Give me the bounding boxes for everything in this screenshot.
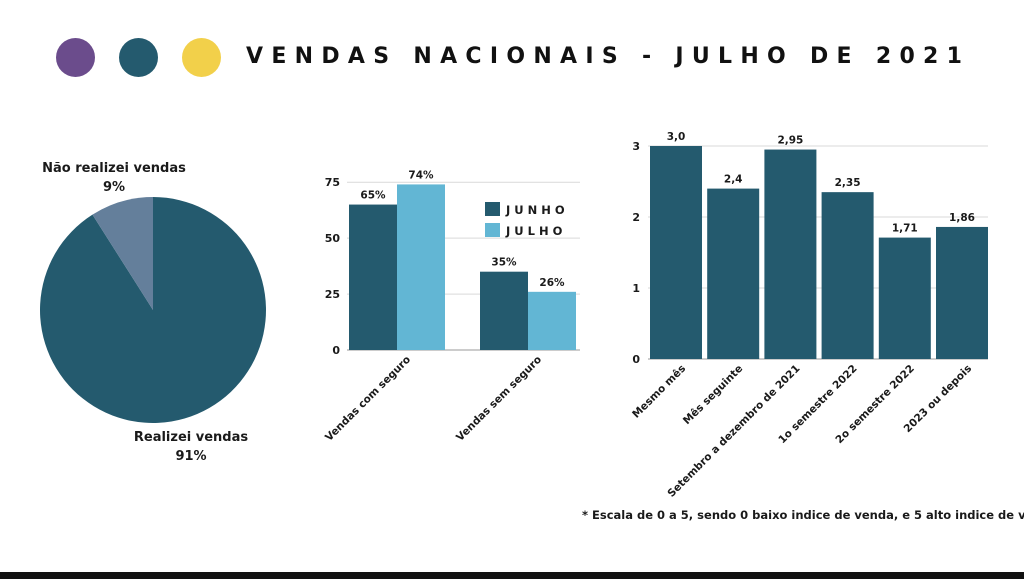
bar-junho-0	[349, 204, 397, 350]
bar	[878, 237, 931, 359]
footnote: * Escala de 0 a 5, sendo 0 baixo indice …	[582, 508, 1024, 522]
legend-swatch-julho	[485, 223, 500, 237]
data-label: 2,95	[777, 135, 803, 147]
y-tick-label: 1	[632, 282, 640, 295]
bottom-divider	[0, 572, 1024, 579]
teal-dot-icon	[119, 38, 158, 77]
data-label: 74%	[408, 169, 434, 181]
legend-label-junho: JUNHO	[505, 203, 569, 217]
y-tick-label: 0	[332, 344, 340, 357]
data-label: 26%	[539, 277, 565, 289]
y-tick-label: 0	[632, 353, 640, 366]
bar	[936, 226, 988, 359]
y-tick-label: 25	[325, 288, 340, 301]
bar	[650, 146, 702, 359]
y-tick-label: 75	[325, 176, 340, 189]
pie-label-nao-realizei: Não realizei vendas	[42, 161, 186, 176]
y-tick-label: 50	[325, 232, 341, 245]
legend-swatch-junho	[485, 202, 500, 216]
data-label: 1,86	[949, 212, 975, 224]
legend-label-julho: JULHO	[505, 224, 566, 238]
x-tick-label: Vendas com seguro	[323, 354, 413, 444]
pie-slice-nao-realizei	[92, 197, 153, 310]
pie-label-realizei: Realizei vendas	[134, 430, 249, 445]
bar	[707, 188, 760, 359]
data-label: 3,0	[667, 131, 686, 143]
bar-julho-0	[397, 184, 445, 350]
bar-junho-1	[480, 271, 528, 350]
pie-value-realizei: 91%	[175, 449, 206, 464]
bar	[764, 149, 817, 359]
bar	[821, 192, 874, 359]
purple-dot-icon	[56, 38, 95, 77]
y-tick-label: 2	[632, 211, 640, 224]
data-label: 65%	[360, 190, 386, 202]
y-tick-label: 3	[632, 140, 640, 153]
data-label: 2,35	[835, 177, 861, 189]
yellow-dot-icon	[182, 38, 221, 77]
data-label: 35%	[491, 257, 517, 269]
data-label: 1,71	[892, 223, 918, 235]
pie-value-nao-realizei: 9%	[103, 180, 125, 195]
data-label: 2,4	[724, 174, 743, 186]
x-tick-label: Mesmo mês	[630, 363, 688, 421]
page-title: VENDAS NACIONAIS - JULHO DE 2021	[246, 44, 971, 69]
bar-julho-1	[528, 291, 576, 350]
x-tick-label: Mês seguinte	[681, 363, 745, 427]
x-tick-label: Vendas sem seguro	[454, 354, 544, 444]
